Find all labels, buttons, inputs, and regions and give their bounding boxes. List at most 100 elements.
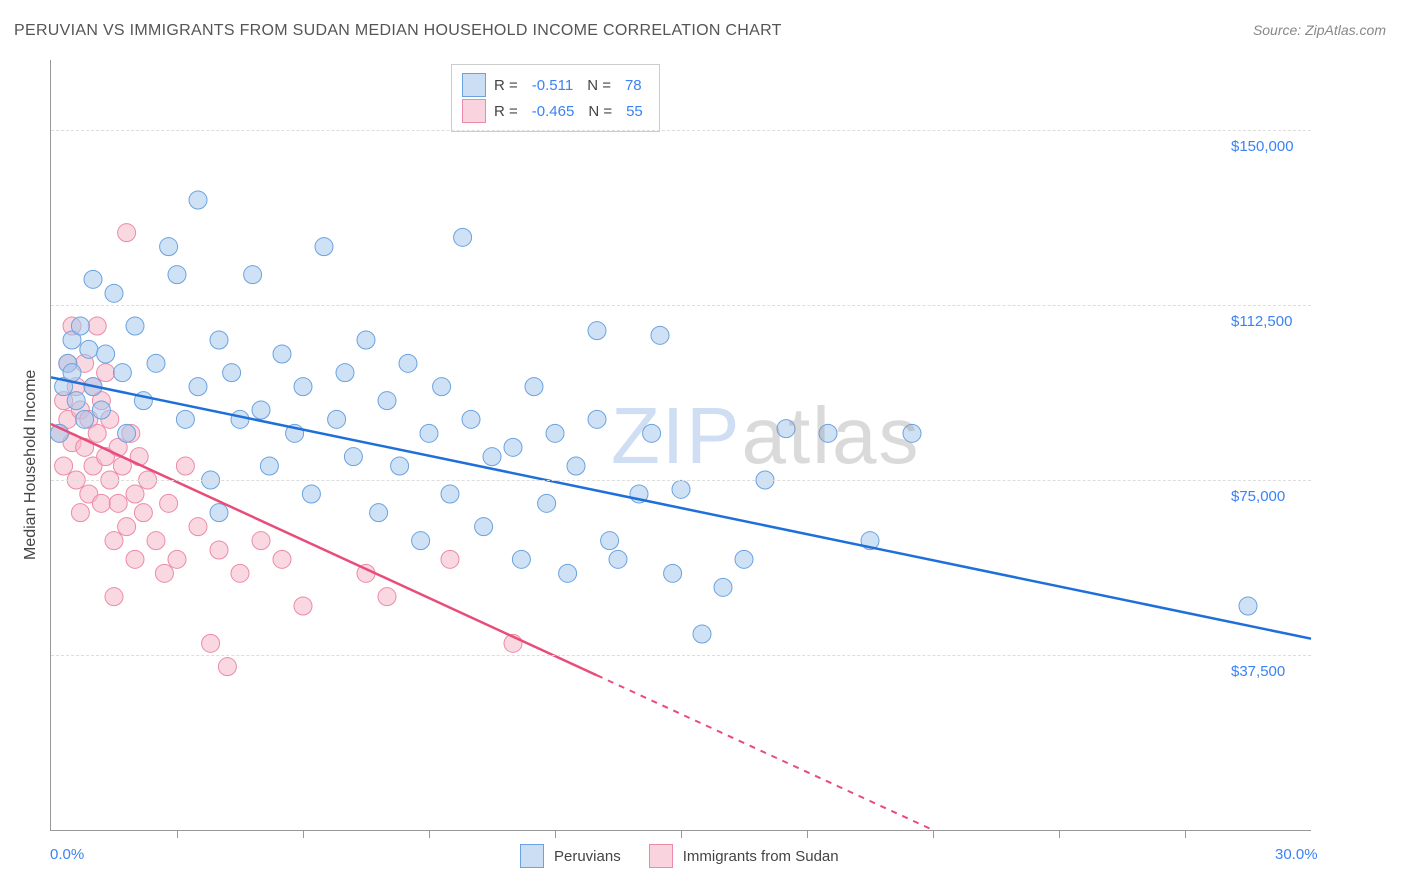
scatter-point [315,238,333,256]
y-axis-label: Median Household Income [22,370,40,560]
scatter-point [76,410,94,428]
scatter-point [189,378,207,396]
scatter-point [819,424,837,442]
scatter-point [252,532,270,550]
scatter-point [378,588,396,606]
scatter-point [160,238,178,256]
legend-swatch [520,844,544,868]
scatter-point [714,578,732,596]
n-label: N = [588,103,612,120]
scatter-point [134,504,152,522]
x-tick-mark [807,830,808,838]
chart-container: PERUVIAN VS IMMIGRANTS FROM SUDAN MEDIAN… [0,0,1406,892]
scatter-point [84,270,102,288]
scatter-point [588,322,606,340]
y-tick-label: $112,500 [1231,313,1292,330]
scatter-point [126,317,144,335]
scatter-point [378,392,396,410]
scatter-point [88,424,106,442]
gridline [51,130,1311,131]
scatter-point [118,518,136,536]
scatter-point [273,550,291,568]
scatter-point [546,424,564,442]
correlation-legend: R =-0.511N =78R =-0.465N =55 [451,64,660,132]
correlation-legend-row: R = -0.465 N = 55 [462,99,649,123]
y-tick-label: $150,000 [1231,138,1294,155]
scatter-point [88,317,106,335]
r-value: -0.465 [532,103,575,120]
y-tick-label: $75,000 [1231,488,1285,505]
x-tick-mark [177,830,178,838]
scatter-point [147,354,165,372]
r-label: R = [494,103,518,120]
scatter-point [538,494,556,512]
regression-line [51,424,597,675]
gridline [51,655,1311,656]
legend-swatch [462,99,486,123]
x-axis-min-label: 0.0% [50,846,84,863]
source-attribution: Source: ZipAtlas.com [1253,22,1386,38]
regression-line [51,377,1311,638]
regression-line-dashed [597,675,933,830]
scatter-point [260,457,278,475]
scatter-point [176,410,194,428]
scatter-point [664,564,682,582]
scatter-point [55,457,73,475]
scatter-point [1239,597,1257,615]
n-value: 55 [626,103,643,120]
legend-series-label: Peruvians [554,848,621,865]
scatter-point [475,518,493,536]
scatter-point [483,448,501,466]
scatter-point [672,480,690,498]
legend-swatch [649,844,673,868]
legend-series-label: Immigrants from Sudan [683,848,839,865]
x-tick-mark [555,830,556,838]
scatter-point [92,401,110,419]
scatter-point [126,485,144,503]
r-value: -0.511 [532,77,573,94]
correlation-legend-row: R =-0.511N =78 [462,73,649,97]
scatter-point [63,364,81,382]
scatter-point [588,410,606,428]
scatter-point [71,317,89,335]
x-tick-mark [303,830,304,838]
scatter-point [109,494,127,512]
chart-title: PERUVIAN VS IMMIGRANTS FROM SUDAN MEDIAN… [14,22,782,40]
scatter-point [441,485,459,503]
series-legend: Peruvians Immigrants from Sudan [520,844,857,868]
scatter-point [105,532,123,550]
scatter-point [294,597,312,615]
chart-svg [51,60,1311,830]
scatter-point [512,550,530,568]
scatter-point [420,424,438,442]
scatter-point [525,378,543,396]
scatter-point [71,504,89,522]
scatter-point [643,424,661,442]
legend-swatch [462,73,486,97]
x-tick-mark [1185,830,1186,838]
x-tick-mark [933,830,934,838]
scatter-point [67,392,85,410]
scatter-point [189,518,207,536]
x-tick-mark [681,830,682,838]
scatter-point [155,564,173,582]
scatter-point [92,494,110,512]
scatter-point [370,504,388,522]
scatter-point [559,564,577,582]
scatter-point [168,550,186,568]
scatter-point [336,364,354,382]
scatter-point [294,378,312,396]
r-label: R = [494,77,518,94]
scatter-point [210,541,228,559]
scatter-point [433,378,451,396]
scatter-point [567,457,585,475]
scatter-point [218,658,236,676]
scatter-point [735,550,753,568]
scatter-point [412,532,430,550]
scatter-point [147,532,165,550]
scatter-point [601,532,619,550]
scatter-point [462,410,480,428]
scatter-point [189,191,207,209]
scatter-point [105,588,123,606]
scatter-point [210,331,228,349]
